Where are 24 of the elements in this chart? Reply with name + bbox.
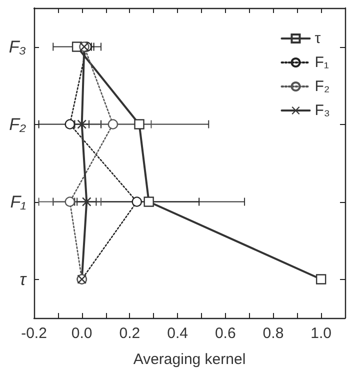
legend-label: F₂ bbox=[314, 78, 330, 95]
legend-label: F₃ bbox=[314, 102, 330, 119]
x-tick-label: 0.4 bbox=[167, 325, 188, 342]
y-tick-label: F₁ bbox=[10, 192, 26, 212]
legend-label: F₁ bbox=[314, 54, 329, 71]
y-tick-label: F₃ bbox=[8, 37, 26, 56]
x-tick-label: 0.2 bbox=[119, 325, 140, 342]
y-tick-label: τ bbox=[20, 270, 28, 289]
point bbox=[316, 274, 326, 284]
point bbox=[144, 196, 154, 207]
x-tick-label: -0.2 bbox=[21, 325, 47, 342]
x-tick-label: 0.0 bbox=[71, 325, 92, 342]
legend-label: τ bbox=[314, 30, 321, 47]
point bbox=[132, 196, 142, 207]
x-axis-title: Averaging kernel bbox=[133, 351, 246, 368]
point bbox=[64, 196, 75, 207]
x-tick-label: 0.8 bbox=[262, 325, 284, 342]
x-tick-label: 0.6 bbox=[214, 325, 236, 342]
x-tick-label: 1.0 bbox=[310, 325, 332, 342]
point bbox=[108, 119, 118, 130]
point bbox=[134, 119, 144, 130]
point bbox=[64, 119, 75, 130]
point bbox=[82, 197, 92, 206]
y-tick-label: F₂ bbox=[9, 114, 27, 134]
